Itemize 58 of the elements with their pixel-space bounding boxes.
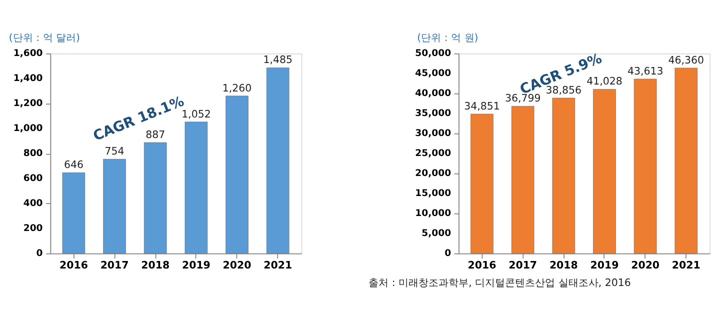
bar (62, 172, 86, 254)
bar (674, 68, 698, 254)
y-tick-label: 20,000 (415, 168, 452, 180)
data-label: 36,799 (504, 94, 541, 105)
x-tick-label: 2017 (508, 260, 538, 272)
y-tick-label: 15,000 (415, 188, 452, 200)
y-tick-label: 0 (444, 248, 452, 260)
data-label: 646 (64, 160, 84, 171)
y-axis-title: (단위 : 억 원) (417, 32, 478, 44)
data-label: 1,485 (263, 55, 292, 66)
y-tick-label: 800 (23, 148, 44, 160)
y-tick-label: 600 (23, 173, 44, 184)
x-tick-label: 2020 (631, 260, 660, 272)
bar (144, 142, 167, 254)
x-tick-label: 2020 (222, 260, 252, 272)
y-tick-label: 10,000 (415, 208, 452, 220)
y-tick-label: 200 (23, 223, 44, 234)
x-tick-label: 2019 (590, 260, 619, 272)
x-tick-label: 2021 (264, 260, 292, 272)
y-tick-label: 30,000 (415, 128, 452, 140)
x-tick-label: 2016 (59, 260, 88, 272)
x-tick-label: 2018 (549, 260, 578, 272)
x-tick-label: 2017 (100, 260, 129, 272)
bar (266, 68, 290, 254)
y-tick-label: 25,000 (415, 148, 452, 160)
y-tick-label: 0 (36, 248, 44, 260)
data-label: 46,360 (668, 55, 704, 66)
bar (552, 98, 576, 254)
x-tick-label: 2021 (672, 260, 700, 272)
y-tick-label: 1,600 (13, 48, 44, 60)
data-label: 43,613 (627, 66, 664, 78)
y-tick-label: 35,000 (415, 108, 452, 120)
data-label: 1,052 (182, 109, 211, 120)
y-tick-label: 50,000 (415, 48, 452, 60)
data-label: 887 (146, 130, 166, 141)
bar (226, 96, 248, 254)
bar (184, 122, 208, 254)
x-tick-label: 2018 (141, 260, 170, 272)
data-label: 34,851 (464, 101, 500, 112)
y-tick-label: 1,400 (13, 73, 44, 84)
y-tick-label: 5,000 (422, 228, 452, 240)
bar (593, 89, 616, 254)
data-label: 1,260 (222, 83, 252, 94)
x-tick-label: 2016 (468, 260, 496, 272)
bar (103, 159, 126, 254)
data-label: 41,028 (586, 76, 622, 88)
x-tick-label: 2019 (182, 260, 210, 272)
y-tick-label: 1,000 (13, 123, 44, 134)
y-tick-label: 45,000 (415, 68, 452, 80)
data-label: 754 (104, 146, 124, 158)
source-note: 출처 : 미래창조과학부, 디지털콘텐츠산업 실태조사, 2016 (368, 278, 631, 289)
y-tick-label: 1,200 (13, 98, 44, 110)
y-tick-label: 40,000 (415, 88, 452, 100)
y-tick-label: 400 (23, 198, 44, 210)
y-axis-title: (단위 : 억 달러) (8, 32, 80, 44)
bar (470, 114, 494, 254)
bar (634, 78, 657, 254)
bar (511, 106, 534, 254)
